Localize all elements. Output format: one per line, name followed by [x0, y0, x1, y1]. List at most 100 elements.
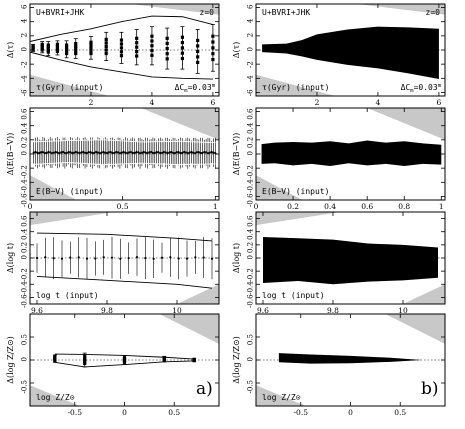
data-point	[129, 150, 133, 154]
data-point	[212, 151, 215, 154]
data-point	[135, 150, 138, 154]
y-tick-label: 0	[247, 151, 255, 155]
data-point	[140, 151, 144, 154]
data-point	[72, 151, 76, 154]
data-point	[74, 49, 78, 53]
y-axis-label: Δ(E(B−V))	[6, 133, 15, 175]
input-label: log t (input)	[262, 291, 325, 300]
plot-area	[30, 108, 219, 200]
data-point	[56, 151, 59, 154]
data-point	[50, 152, 54, 155]
x-tick-label: 0.5	[394, 408, 406, 417]
data-point	[155, 151, 158, 154]
data-point	[127, 151, 131, 154]
error-envelope	[263, 236, 438, 285]
data-point	[85, 151, 88, 155]
error-envelope	[278, 353, 423, 364]
data-point	[74, 44, 78, 48]
y-tick-label: 0.5	[247, 334, 255, 345]
redshift-label: z=0	[200, 8, 215, 17]
y-tick-label: -0.2	[247, 165, 255, 179]
data-point	[55, 44, 60, 48]
data-point	[44, 256, 47, 259]
shaded-region-1	[30, 74, 110, 96]
data-point	[91, 152, 94, 155]
data-point	[135, 36, 139, 40]
data-point	[194, 256, 197, 259]
data-point	[55, 48, 60, 52]
data-point	[149, 150, 153, 154]
y-tick-label: -2	[247, 61, 255, 68]
x-tick-label: 0.2	[287, 202, 299, 211]
y-tick-label: 6	[247, 4, 255, 9]
data-point	[211, 40, 215, 44]
x-tick-label: 0.5	[168, 408, 180, 417]
data-point	[196, 49, 200, 54]
input-label: τ(Gyr) (input)	[262, 83, 329, 92]
data-point	[131, 151, 134, 155]
data-point	[150, 53, 154, 57]
plot-area	[30, 212, 219, 304]
y-tick-label: -0.6	[247, 294, 255, 308]
data-point	[49, 151, 52, 154]
data-point	[135, 49, 139, 54]
data-point	[180, 35, 185, 39]
data-point	[69, 151, 72, 154]
data-point	[89, 49, 93, 53]
data-point	[67, 151, 70, 154]
x-tick-label: 10	[172, 306, 182, 315]
data-point	[83, 356, 87, 360]
data-point	[94, 150, 98, 154]
y-axis-label: Δ(log Z/Z⊙)	[232, 336, 241, 384]
plot-area	[256, 212, 445, 304]
x-tick-label: 0	[254, 202, 259, 211]
shaded-region-1	[403, 284, 445, 304]
y-tick-label: 0.5	[21, 334, 29, 345]
data-point	[166, 152, 169, 155]
data-point	[211, 52, 215, 56]
data-point	[199, 151, 202, 155]
plot-area	[256, 4, 445, 96]
shaded-region-0	[130, 4, 219, 15]
x-tick-label: -0.5	[68, 408, 83, 417]
data-point	[64, 47, 69, 51]
data-point	[74, 51, 78, 56]
data-point	[52, 151, 55, 154]
y-tick-label: -0.4	[247, 281, 255, 295]
data-point	[177, 151, 180, 154]
data-point	[63, 151, 66, 155]
data-point	[61, 150, 65, 154]
data-point	[119, 54, 124, 58]
y-axis-label: Δ(log t)	[232, 243, 241, 273]
data-point	[104, 151, 107, 154]
data-point	[150, 44, 154, 48]
data-point	[165, 41, 169, 46]
data-point	[54, 150, 57, 154]
data-point	[65, 151, 68, 155]
data-point	[159, 152, 162, 155]
upper-envelope	[30, 15, 214, 42]
delta-c-text: ΔC	[175, 83, 185, 92]
panel-logz-a: -0.5 0 0.5 -0.5 0 0.5 Δ(log Z/Z⊙) log Z/Z⊙	[6, 313, 220, 417]
data-point	[197, 150, 200, 154]
data-point	[74, 150, 77, 154]
data-point	[102, 150, 105, 154]
data-point	[196, 44, 200, 48]
error-envelope	[261, 140, 442, 167]
data-point	[177, 257, 180, 260]
data-point	[173, 152, 177, 155]
data-point	[40, 42, 44, 46]
data-point	[183, 150, 186, 154]
y-tick-label: 0	[247, 47, 255, 51]
data-point	[194, 152, 197, 155]
y-tick-label: 0	[247, 357, 255, 361]
x-tick-label: 9.8	[327, 306, 339, 315]
y-tick-label: 0.2	[247, 242, 255, 253]
data-point	[83, 358, 87, 362]
data-point	[122, 356, 127, 360]
data-point	[144, 151, 147, 154]
y-tick-label: 0.4	[21, 122, 29, 134]
shaded-region-0	[356, 4, 445, 15]
data-point	[74, 42, 78, 46]
data-point	[210, 257, 214, 260]
